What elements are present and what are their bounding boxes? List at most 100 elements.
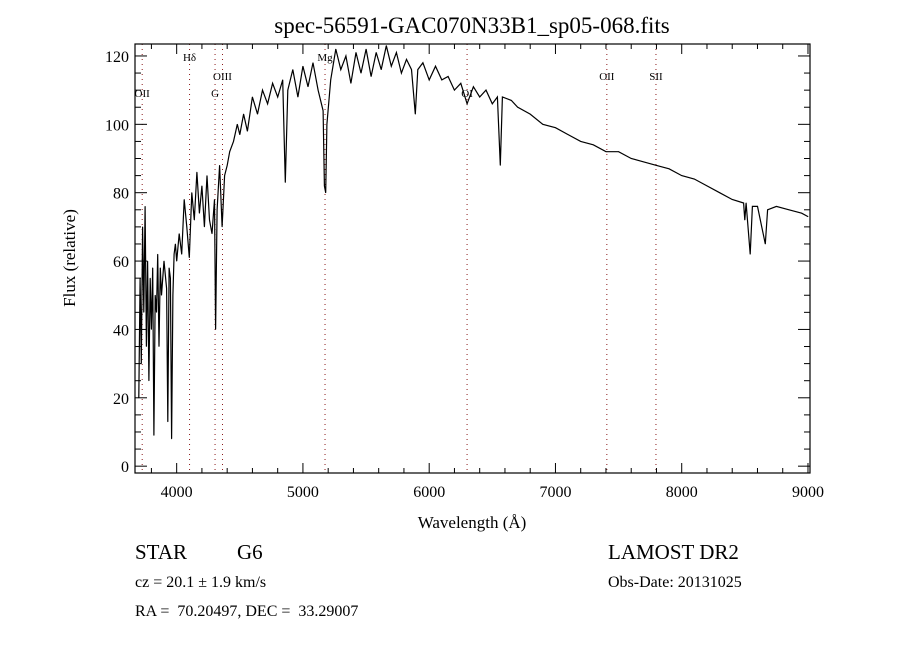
x-tick-label: 4000 xyxy=(161,484,193,501)
data-point xyxy=(752,205,753,207)
data-point xyxy=(788,209,790,211)
data-point xyxy=(517,106,518,108)
data-point xyxy=(618,151,619,153)
data-point xyxy=(252,96,253,98)
data-point xyxy=(173,253,175,255)
data-point xyxy=(807,216,809,218)
data-point xyxy=(322,110,324,112)
data-point xyxy=(206,175,208,177)
y-tick-label: 60 xyxy=(113,254,129,271)
data-point xyxy=(307,86,309,88)
data-point xyxy=(246,130,248,132)
chart-title: spec-56591-GAC070N33B1_sp05-068.fits xyxy=(274,13,669,38)
data-point xyxy=(167,421,169,423)
data-point xyxy=(681,175,683,177)
data-point xyxy=(502,96,503,98)
data-point xyxy=(267,103,268,105)
data-point xyxy=(411,69,412,71)
data-point xyxy=(236,123,238,125)
data-point xyxy=(472,86,474,88)
data-point xyxy=(580,141,582,142)
data-point xyxy=(201,185,203,187)
x-tick-label: 9000 xyxy=(792,484,824,501)
data-point xyxy=(149,277,151,279)
data-point xyxy=(767,209,768,211)
data-point xyxy=(176,260,178,262)
data-point xyxy=(302,65,304,67)
data-point xyxy=(277,96,279,98)
data-point xyxy=(140,363,142,365)
data-point xyxy=(422,62,424,64)
data-point xyxy=(801,212,803,214)
data-point xyxy=(317,89,319,91)
data-point xyxy=(226,164,228,166)
data-point xyxy=(144,205,146,207)
data-point xyxy=(145,346,147,347)
data-point xyxy=(229,151,231,153)
data-point xyxy=(138,397,140,399)
survey-name: LAMOST DR2 xyxy=(608,540,739,564)
data-point xyxy=(147,260,149,262)
data-point xyxy=(731,199,733,200)
data-point xyxy=(668,168,670,170)
data-point xyxy=(764,243,766,245)
data-point xyxy=(567,134,569,135)
data-point xyxy=(215,329,216,330)
data-point xyxy=(466,103,468,105)
plot-frame xyxy=(134,43,811,474)
data-point xyxy=(161,294,162,296)
data-point xyxy=(370,76,372,77)
data-point xyxy=(214,199,215,200)
data-point xyxy=(163,260,165,262)
data-point xyxy=(428,79,430,81)
data-point xyxy=(156,311,157,313)
data-point xyxy=(365,48,367,50)
x-axis-label: Wavelength (Å) xyxy=(418,513,527,532)
data-point xyxy=(335,48,337,50)
data-point xyxy=(385,45,387,47)
x-tick-label: 7000 xyxy=(539,484,571,501)
object-subclass: G6 xyxy=(237,540,263,564)
data-point xyxy=(345,55,347,57)
line-label: G xyxy=(211,88,219,100)
data-point xyxy=(224,175,226,177)
data-point xyxy=(139,277,141,279)
data-point xyxy=(257,113,258,115)
data-point xyxy=(151,329,152,330)
data-point xyxy=(360,72,362,74)
y-tick-label: 40 xyxy=(113,322,129,339)
data-point xyxy=(323,185,325,187)
data-point xyxy=(297,96,299,98)
data-point xyxy=(479,96,481,98)
data-point xyxy=(414,113,416,115)
data-point xyxy=(706,185,708,187)
data-point xyxy=(340,69,342,71)
y-tick-label: 0 xyxy=(121,459,129,476)
data-point xyxy=(326,123,328,125)
data-point xyxy=(749,253,751,255)
data-point xyxy=(209,219,210,221)
line-label: OII xyxy=(135,88,151,100)
data-point xyxy=(159,267,161,269)
data-point xyxy=(441,79,443,81)
y-tick-label: 120 xyxy=(105,49,129,66)
data-point xyxy=(460,82,462,84)
data-point xyxy=(188,257,190,259)
data-point xyxy=(605,151,607,153)
data-point xyxy=(166,288,167,289)
data-point xyxy=(325,192,327,194)
data-point xyxy=(401,72,402,74)
spectrum-points xyxy=(138,45,809,440)
data-point xyxy=(262,89,263,91)
data-point xyxy=(406,58,407,60)
data-point xyxy=(757,205,758,207)
data-point xyxy=(148,380,150,382)
data-point xyxy=(312,62,314,64)
data-point xyxy=(417,69,419,71)
data-point xyxy=(168,267,170,269)
data-point xyxy=(171,438,173,440)
data-point xyxy=(485,89,487,91)
y-tick-label: 100 xyxy=(105,117,129,134)
data-point xyxy=(454,89,455,91)
